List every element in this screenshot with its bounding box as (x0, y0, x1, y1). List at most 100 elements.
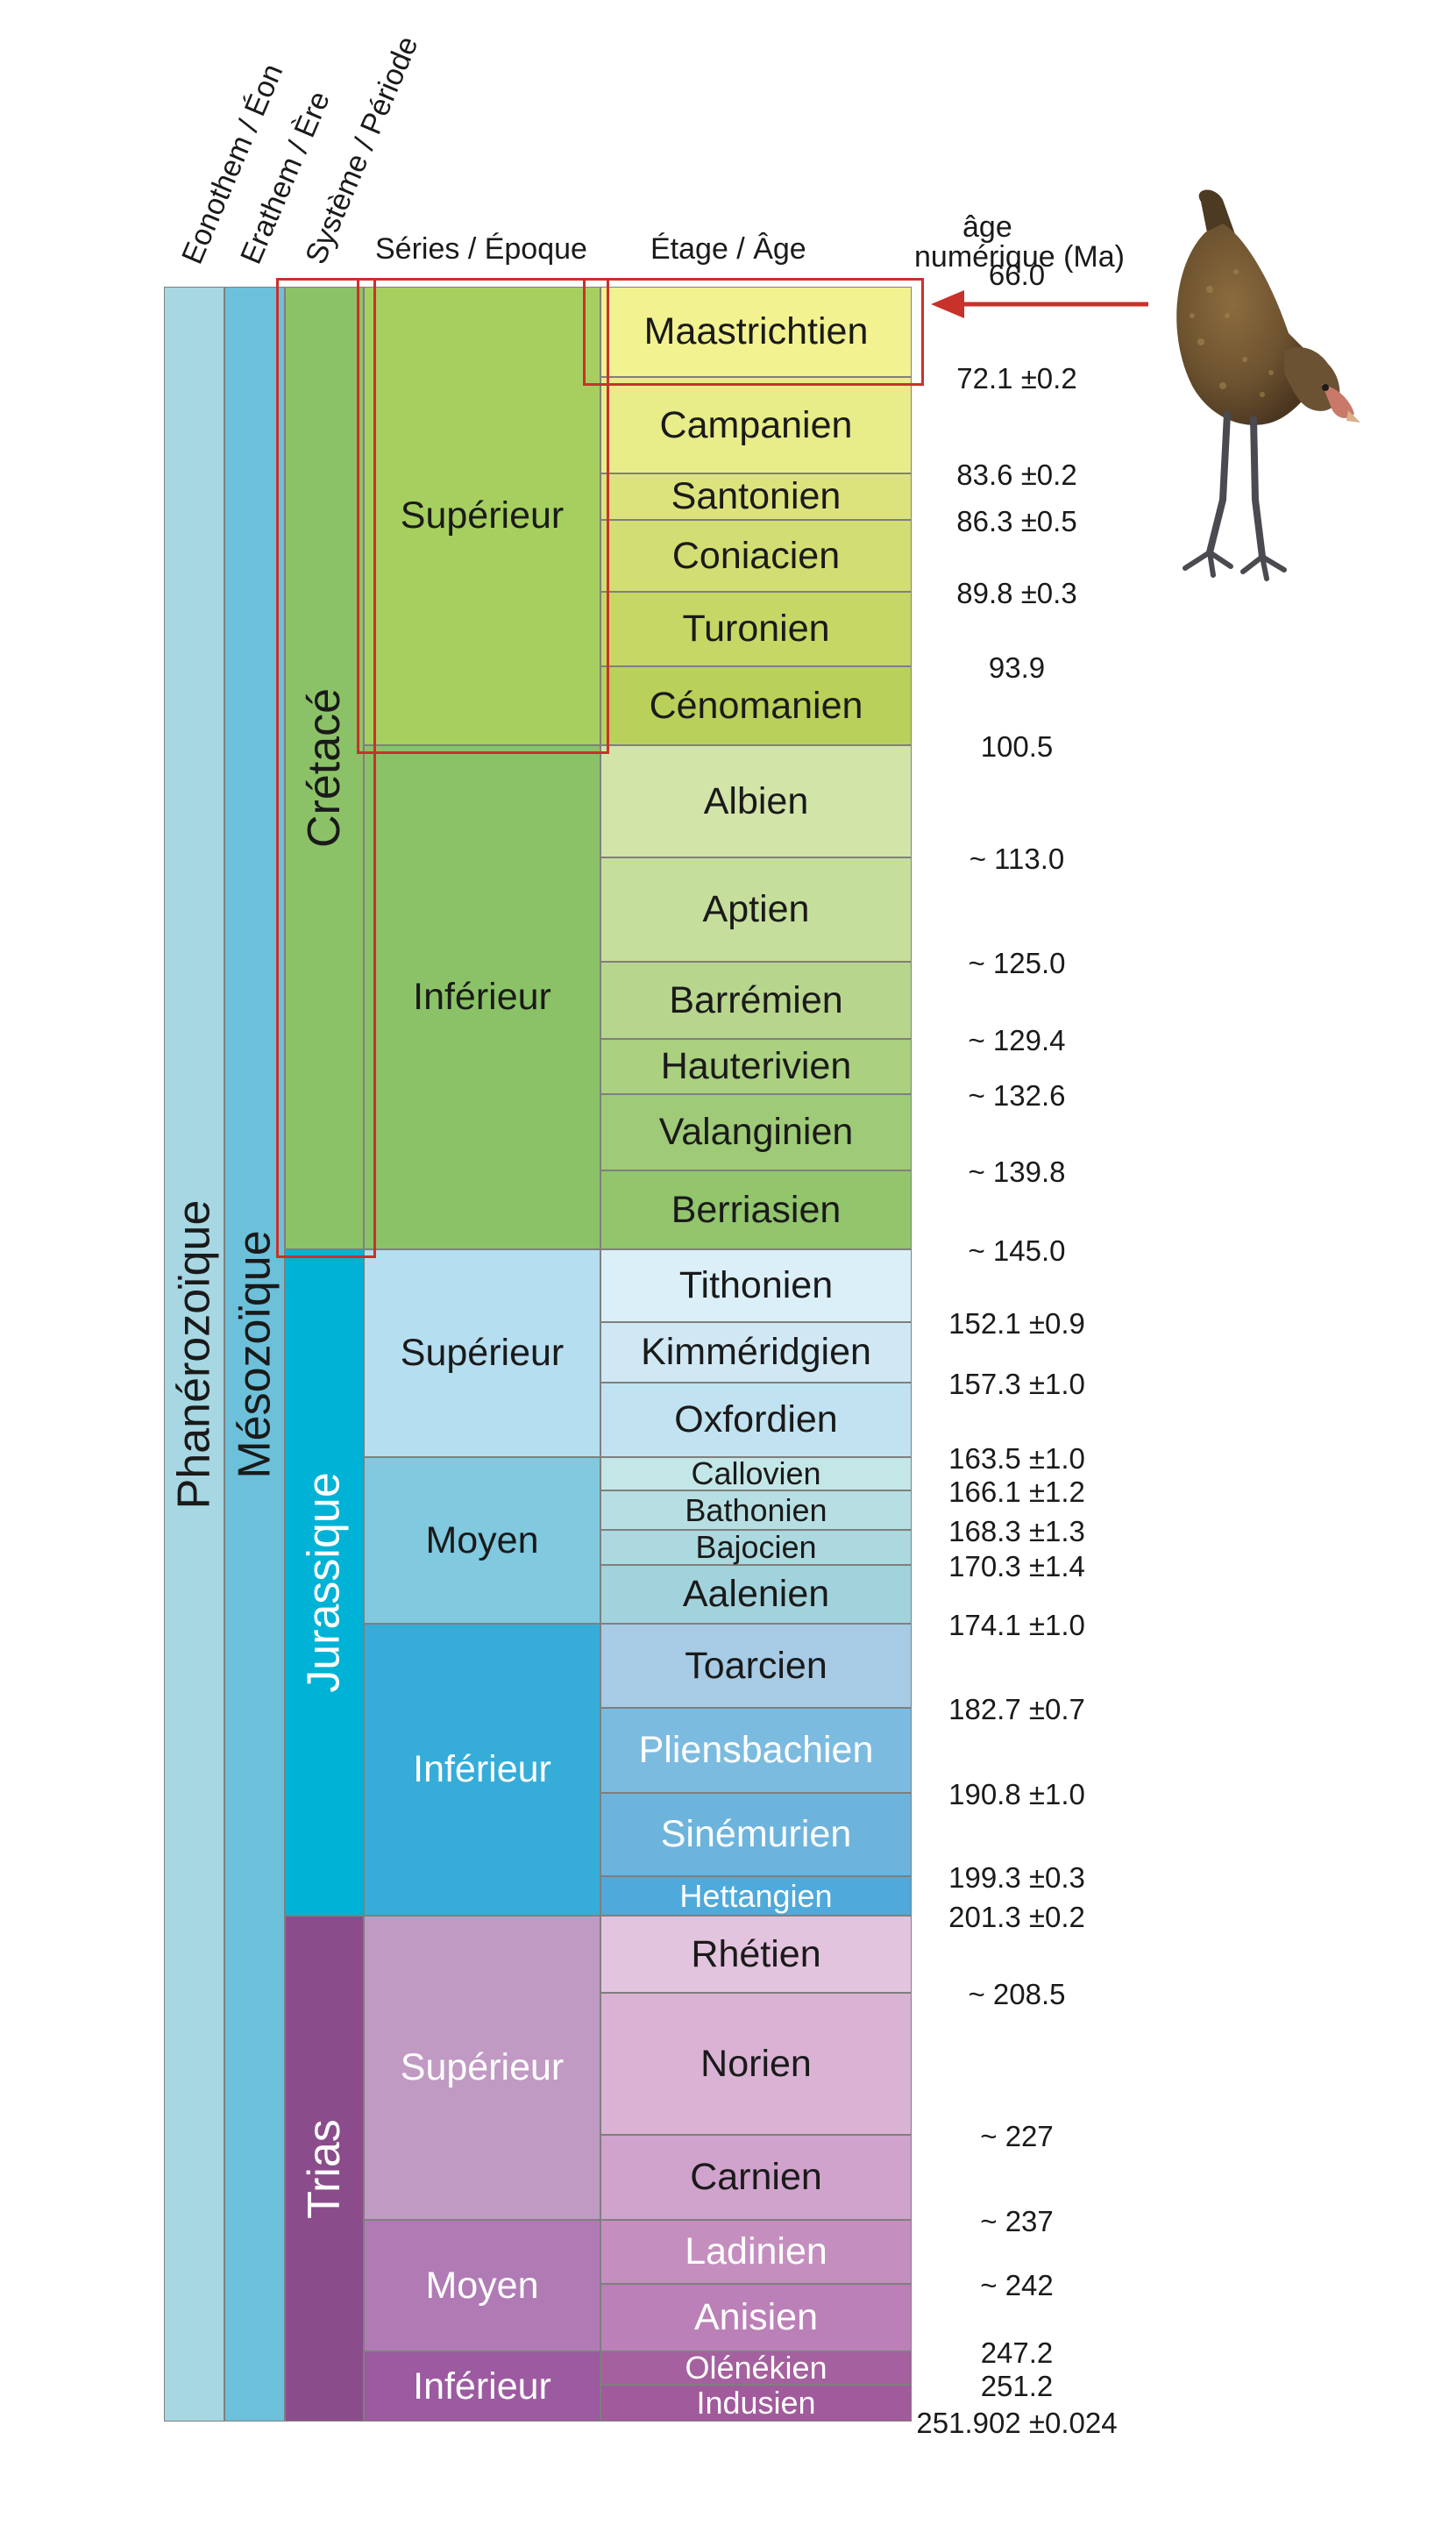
stage-label: Rhétien (691, 1932, 821, 1975)
stage-label: Hauterivien (660, 1045, 852, 1087)
stage-block: Sinémurien (600, 1793, 912, 1876)
period-label: Trias (299, 2118, 350, 2219)
stage-block: Pliensbachien (600, 1708, 912, 1793)
period-block: Crétacé (285, 287, 364, 1249)
age-label: ~ 132.6 (968, 1079, 1066, 1112)
stage-label: Anisien (693, 2296, 819, 2338)
stage-label: Tithonien (678, 1264, 834, 1306)
age-label: ~ 129.4 (968, 1024, 1066, 1056)
eon-label: Phanérozoïque (168, 1199, 220, 1509)
stage-block: Callovien (600, 1457, 912, 1490)
age-label: ~ 237 (980, 2205, 1054, 2237)
stage-label: Oxfordien (674, 1398, 838, 1440)
series-label: Moyen (425, 1518, 539, 1561)
stage-block: Bajocien (600, 1530, 912, 1565)
series-label: Supérieur (400, 1332, 565, 1374)
stage-label: Pliensbachien (638, 1729, 874, 1771)
stage-block: Santonien (600, 473, 912, 520)
period-block: Jurassique (285, 1249, 364, 1916)
stage-label: Kimméridgien (641, 1331, 871, 1373)
series-label: Supérieur (400, 2046, 565, 2088)
age-label: 83.6 ±0.2 (956, 459, 1077, 491)
stage-block: Kimméridgien (600, 1322, 912, 1383)
stage-label: Albien (703, 779, 809, 822)
stage-block: Cénomanien (600, 666, 912, 745)
stage-block: Norien (600, 1993, 912, 2135)
era-label: Mésozoïque (229, 1229, 281, 1479)
age-label: 93.9 (988, 651, 1046, 684)
arrow-head (931, 290, 964, 318)
stage-label: Valanginien (658, 1111, 854, 1153)
age-label: 89.8 ±0.3 (956, 577, 1077, 609)
stage-block: Olénékien (600, 2351, 912, 2385)
header-age-line2: numérique (Ma) (914, 240, 1125, 274)
series-label: Inférieur (413, 2365, 551, 2407)
stage-label: Campanien (659, 403, 853, 446)
period-label: Crétacé (299, 687, 351, 849)
age-label: 66.0 (988, 259, 1046, 291)
arrow-left-icon (931, 290, 1148, 318)
stage-block: Bathonien (600, 1490, 912, 1530)
series-block: Supérieur (364, 287, 600, 745)
age-label: 72.1 ±0.2 (956, 362, 1077, 395)
stage-label: Callovien (691, 1455, 821, 1491)
age-label: 152.1 ±0.9 (948, 1307, 1085, 1340)
stage-label: Ladinien (685, 2230, 827, 2272)
series-block: Moyen (364, 1457, 600, 1624)
series-block: Moyen (364, 2220, 600, 2351)
stage-block: Hauterivien (600, 1039, 912, 1094)
age-label: ~ 227 (980, 2120, 1054, 2152)
age-label: ~ 145.0 (968, 1234, 1066, 1267)
stage-block: Anisien (600, 2284, 912, 2351)
age-label: 170.3 ±1.4 (948, 1550, 1085, 1582)
stage-block: Aptien (600, 857, 912, 962)
stage-label: Bathonien (685, 1491, 827, 1528)
stage-block: Coniacien (600, 520, 912, 592)
age-label: ~ 208.5 (968, 1978, 1066, 2010)
age-label: 168.3 ±1.3 (948, 1515, 1085, 1547)
age-label: 251.2 (980, 2370, 1054, 2402)
stage-label: Berriasien (671, 1188, 842, 1231)
stage-block: Albien (600, 745, 912, 857)
stage-block: Tithonien (600, 1249, 912, 1322)
era-column: Mésozoïque (224, 287, 285, 2422)
age-label: 163.5 ±1.0 (948, 1442, 1085, 1475)
header-etage: Étage / Âge (650, 232, 806, 266)
age-label: ~ 125.0 (968, 947, 1066, 979)
bird-illustration (1176, 189, 1360, 581)
stage-block: Toarcien (600, 1624, 912, 1708)
series-label: Moyen (425, 2264, 539, 2307)
age-label: 174.1 ±1.0 (948, 1609, 1085, 1641)
stage-label: Cénomanien (649, 684, 863, 727)
age-label: 100.5 (980, 730, 1054, 763)
stage-label: Aptien (702, 888, 810, 930)
series-label: Inférieur (413, 1748, 551, 1790)
stage-label: Norien (700, 2042, 812, 2085)
stage-block: Berriasien (600, 1170, 912, 1249)
stage-label: Barrémien (669, 978, 843, 1021)
stage-block: Hettangien (600, 1876, 912, 1916)
age-label: 199.3 ±0.3 (948, 1861, 1085, 1894)
stage-label: Aalenien (682, 1573, 830, 1615)
stage-label: Sinémurien (660, 1813, 852, 1855)
eon-column: Phanérozoïque (164, 287, 224, 2422)
age-label: ~ 242 (980, 2269, 1054, 2301)
stage-label: Maastrichtien (643, 310, 869, 352)
header-age-line1: âge (962, 210, 1012, 244)
series-block: Supérieur (364, 1249, 600, 1457)
series-block: Inférieur (364, 745, 600, 1249)
stage-label: Bajocien (695, 1529, 817, 1565)
age-label: 157.3 ±1.0 (948, 1368, 1085, 1400)
stage-block: Indusien (600, 2385, 912, 2422)
stage-block: Rhétien (600, 1916, 912, 1993)
series-label: Inférieur (413, 976, 551, 1018)
stage-label: Carnien (690, 2156, 822, 2198)
stage-block: Ladinien (600, 2220, 912, 2284)
stage-block: Turonien (600, 592, 912, 666)
stage-block: Aalenien (600, 1565, 912, 1624)
age-label: 201.3 ±0.2 (948, 1901, 1085, 1933)
age-label: 190.8 ±1.0 (948, 1778, 1085, 1810)
stage-label: Toarcien (685, 1644, 827, 1687)
series-label: Supérieur (400, 494, 565, 537)
stage-block: Valanginien (600, 1094, 912, 1170)
